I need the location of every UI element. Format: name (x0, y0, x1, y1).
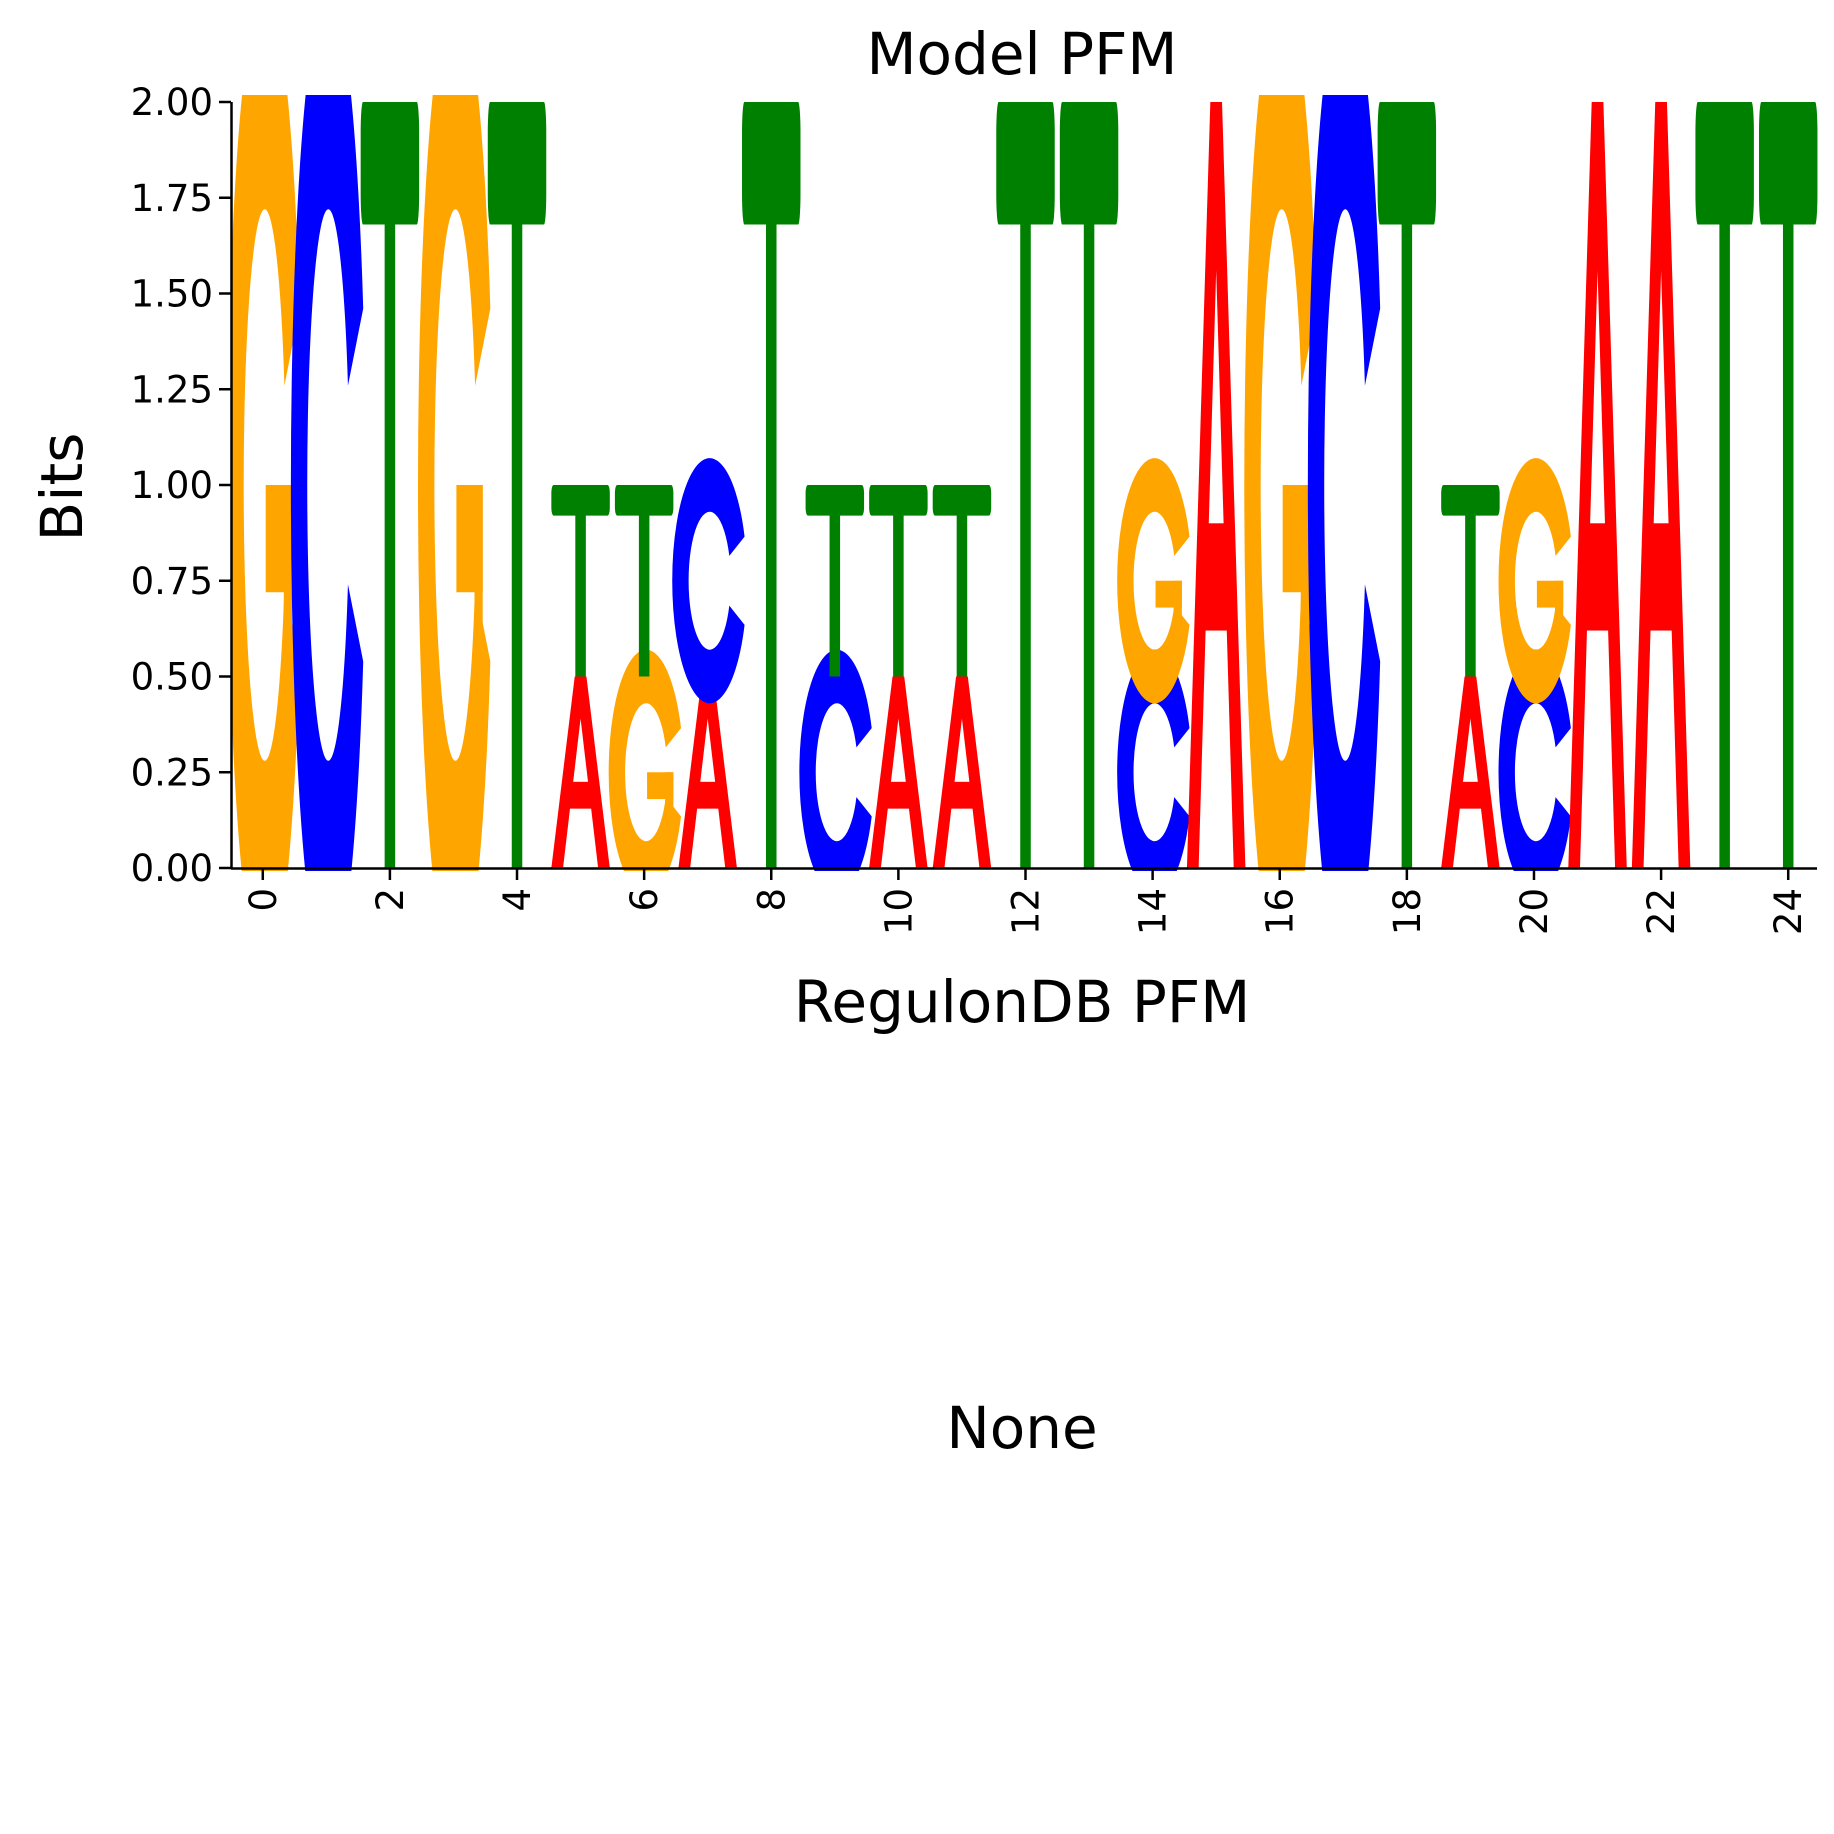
x-tick-label: 6 (623, 888, 666, 912)
y-tick-label: 2.00 (131, 81, 213, 124)
y-tick-label: 0.00 (131, 847, 213, 890)
logo-letter-g (608, 649, 682, 871)
y-axis-label: Bits (28, 433, 96, 542)
logo-letter-t (742, 102, 801, 869)
logo-letter-t (805, 485, 865, 677)
y-tick-label: 0.25 (131, 751, 213, 794)
logo-letter-c (290, 95, 364, 871)
x-tick-label: 14 (1132, 888, 1175, 935)
logo-letter-t (1059, 102, 1119, 869)
x-tick-label: 10 (877, 888, 920, 935)
y-tick-label: 1.00 (131, 464, 213, 507)
chart-title: Model PFM (867, 20, 1178, 88)
logo-letter-g (1117, 458, 1190, 704)
logo-letter-a (678, 676, 737, 868)
logo-letter-t (1377, 102, 1437, 869)
x-tick-label: 18 (1386, 888, 1429, 935)
y-tick-label: 1.75 (131, 177, 213, 220)
x-tick-label: 24 (1767, 888, 1810, 935)
x-tick-label: 20 (1513, 888, 1556, 935)
logo-letter-t (869, 485, 928, 677)
logo-letter-a (1441, 676, 1500, 868)
x-tick-label: 22 (1640, 888, 1683, 935)
x-axis-label: RegulonDB PFM (794, 968, 1251, 1036)
logo-letter-c (1498, 649, 1571, 871)
logo-letter-c (672, 458, 745, 704)
logo-letter-t (1695, 102, 1754, 869)
logo-letter-t (487, 102, 547, 869)
y-tick-label: 1.25 (131, 368, 213, 411)
x-ticks: 0 2 4 6 8 10 12 14 16 18 20 22 24 (242, 868, 1810, 935)
logo-letter-t (1441, 485, 1500, 677)
y-tick-label: 0.75 (131, 560, 213, 603)
x-tick-label: 2 (369, 888, 412, 912)
logo-letter-c (1117, 649, 1190, 871)
logo-letter-t (614, 485, 674, 677)
y-tick-label: 1.50 (131, 273, 213, 316)
logo-letter-g (1498, 458, 1571, 704)
logo-letter-g (418, 95, 491, 871)
logo-letter-g (1244, 95, 1317, 871)
x-tick-label: 8 (750, 888, 793, 912)
x-tick-label: 4 (496, 888, 539, 912)
logo-letter-c (799, 649, 872, 871)
logo-letter-a (932, 676, 992, 868)
logo-letter-t (932, 485, 992, 677)
logo-letter-c (1307, 95, 1381, 871)
logo-letter-a (1568, 102, 1627, 868)
logo-letter-a (1186, 102, 1246, 868)
lower-panel-text: None (946, 1394, 1097, 1462)
logo-letter-a (869, 676, 928, 868)
logo-letter-g (231, 95, 300, 871)
y-ticks: 0.00 0.25 0.50 0.75 1.00 1.25 1.50 1.75 2.00 (131, 81, 231, 890)
logo-letter-t (996, 102, 1055, 869)
axes (230, 102, 1817, 870)
logo-letter-a (1631, 102, 1691, 868)
logo-letter-t (1758, 102, 1818, 869)
logo-letter-t (551, 485, 610, 677)
x-tick-label: 12 (1005, 888, 1048, 935)
x-tick-label: 0 (242, 888, 285, 912)
x-tick-label: 16 (1259, 888, 1302, 935)
logo-letters (231, 95, 1818, 871)
logo-letter-a (551, 676, 610, 868)
logo-letter-t (360, 102, 420, 869)
y-tick-label: 0.50 (131, 656, 213, 699)
